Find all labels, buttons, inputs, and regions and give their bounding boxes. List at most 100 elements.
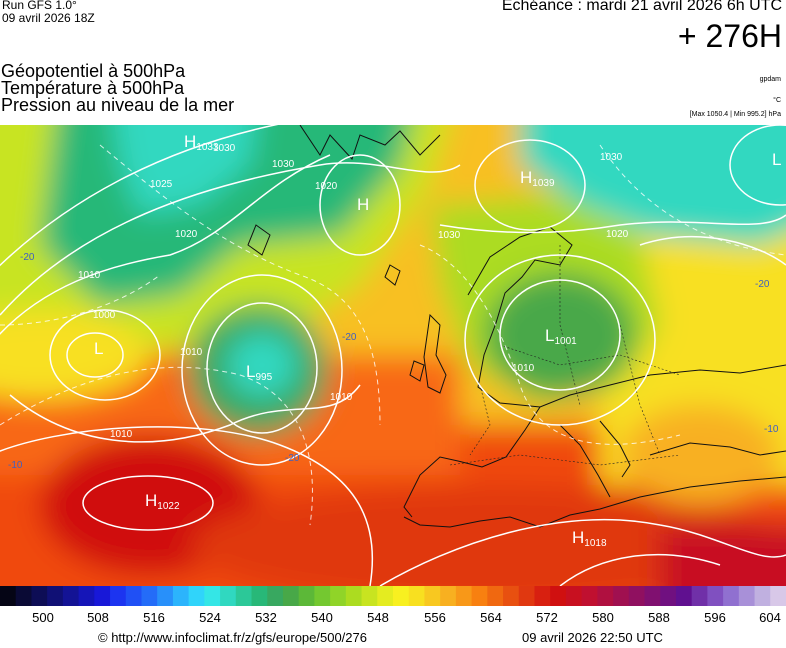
color-swatch <box>565 586 583 606</box>
scale-tick: 596 <box>704 610 726 625</box>
isobar-label: 1025 <box>150 179 173 190</box>
isotherm-labels: -20 -20 -20 -10 -10 -20 <box>8 252 779 471</box>
source-link[interactable]: © http://www.infoclimat.fr/z/gfs/europe/… <box>98 630 367 645</box>
color-swatch <box>518 586 535 606</box>
isotherm-label: -20 <box>285 453 300 464</box>
scale-tick: 540 <box>311 610 333 625</box>
pressure-center: L <box>772 150 781 169</box>
color-swatch <box>424 586 441 606</box>
scale-tick: 588 <box>648 610 670 625</box>
borders <box>449 245 681 466</box>
color-scale-ticks: 500 508 516 524 532 540 548 556 564 572 … <box>0 610 786 628</box>
color-swatch <box>361 586 378 606</box>
pressure-centers: H1033 H H1039 L L L995 L1001 H1022 H1018 <box>94 132 781 549</box>
isobar-label: 1030 <box>438 230 461 241</box>
color-swatch <box>471 586 488 606</box>
isobar-labels: 1030 1030 1025 1020 1030 1020 1010 1000 … <box>78 143 629 440</box>
color-scale <box>0 586 786 606</box>
title-pressure: Pression au niveau de la mer <box>1 95 235 115</box>
unit-celsius: °C <box>773 97 781 104</box>
color-swatch <box>644 586 661 606</box>
color-swatch <box>267 586 284 606</box>
pressure-center: L <box>94 339 103 358</box>
color-swatch <box>345 586 363 606</box>
pressure-center: H <box>357 195 369 214</box>
color-swatch <box>503 586 520 606</box>
pressure-center: H1022 <box>145 491 180 512</box>
color-swatch <box>675 586 693 606</box>
isobar-label: 1010 <box>330 392 353 403</box>
color-swatch <box>534 586 551 606</box>
isobar-label: 1010 <box>78 270 101 281</box>
color-swatch <box>597 586 614 606</box>
geopotential-field <box>0 125 786 586</box>
color-swatch <box>188 586 205 606</box>
color-swatch <box>204 586 221 606</box>
color-swatch <box>754 586 771 606</box>
color-swatch <box>235 586 253 606</box>
color-swatch <box>157 586 174 606</box>
color-swatch <box>550 586 567 606</box>
color-swatch <box>613 586 630 606</box>
scale-tick: 524 <box>199 610 221 625</box>
weather-map: 1030 1030 1025 1020 1030 1020 1010 1000 … <box>0 125 786 586</box>
color-swatch <box>440 586 457 606</box>
isobar-label: 1020 <box>606 229 629 240</box>
color-swatch <box>314 586 331 606</box>
color-swatch <box>78 586 95 606</box>
isobar-label: 1000 <box>93 310 116 321</box>
color-swatch <box>62 586 80 606</box>
scale-tick: 500 <box>32 610 54 625</box>
generated-time: 09 avril 2026 22:50 UTC <box>522 630 663 645</box>
color-swatch <box>298 586 315 606</box>
isotherms <box>0 144 786 526</box>
run-info: Run GFS 1.0° 09 avril 2026 18Z <box>2 0 95 25</box>
isobar-label: 1030 <box>272 159 295 170</box>
isotherm-label: -20 <box>342 332 357 343</box>
isobar-label: 1010 <box>512 363 535 374</box>
color-swatch <box>220 586 237 606</box>
color-swatch <box>393 586 410 606</box>
pressure-center: H1033 <box>184 132 219 153</box>
color-scale-bar <box>0 586 786 606</box>
scale-tick: 564 <box>480 610 502 625</box>
pressure-center: H1039 <box>520 168 555 189</box>
color-swatch <box>141 586 158 606</box>
color-swatch <box>408 586 425 606</box>
color-swatch <box>94 586 111 606</box>
scale-tick: 532 <box>255 610 277 625</box>
map-canvas: 1030 1030 1025 1020 1030 1020 1010 1000 … <box>0 125 786 586</box>
lead-time: + 276H <box>677 18 782 54</box>
color-swatch <box>125 586 142 606</box>
pressure-center: L995 <box>246 362 273 383</box>
valid-time: Echéance : mardi 21 avril 2026 6h UTC <box>501 0 782 14</box>
color-swatch <box>487 586 504 606</box>
color-swatch <box>282 586 300 606</box>
isobar-label: 1010 <box>110 429 133 440</box>
scale-tick: 580 <box>592 610 614 625</box>
run-date: 09 avril 2026 18Z <box>2 11 95 25</box>
color-swatch <box>707 586 724 606</box>
color-swatch <box>251 586 268 606</box>
coastlines <box>247 125 786 528</box>
color-swatch <box>47 586 64 606</box>
pressure-center: H1018 <box>572 528 607 549</box>
scale-tick: 556 <box>424 610 446 625</box>
isotherm-label: -10 <box>764 424 779 435</box>
scale-tick: 572 <box>536 610 558 625</box>
pressure-center: L1001 <box>545 326 577 347</box>
isobar-label: 1010 <box>180 347 203 358</box>
isobars <box>0 125 786 586</box>
isobar-label: 1020 <box>175 229 198 240</box>
color-swatch <box>738 586 756 606</box>
title-temperature: Température à 500hPa <box>1 78 185 98</box>
color-swatch <box>660 586 677 606</box>
color-swatch <box>0 586 17 606</box>
scale-tick: 516 <box>143 610 165 625</box>
isotherm-label: -20 <box>755 279 770 290</box>
color-swatch <box>628 586 646 606</box>
scale-tick: 508 <box>87 610 109 625</box>
color-swatch <box>31 586 48 606</box>
map-titles: Géopotentiel à 500hPa Température à 500h… <box>1 62 235 115</box>
color-swatch <box>455 586 473 606</box>
